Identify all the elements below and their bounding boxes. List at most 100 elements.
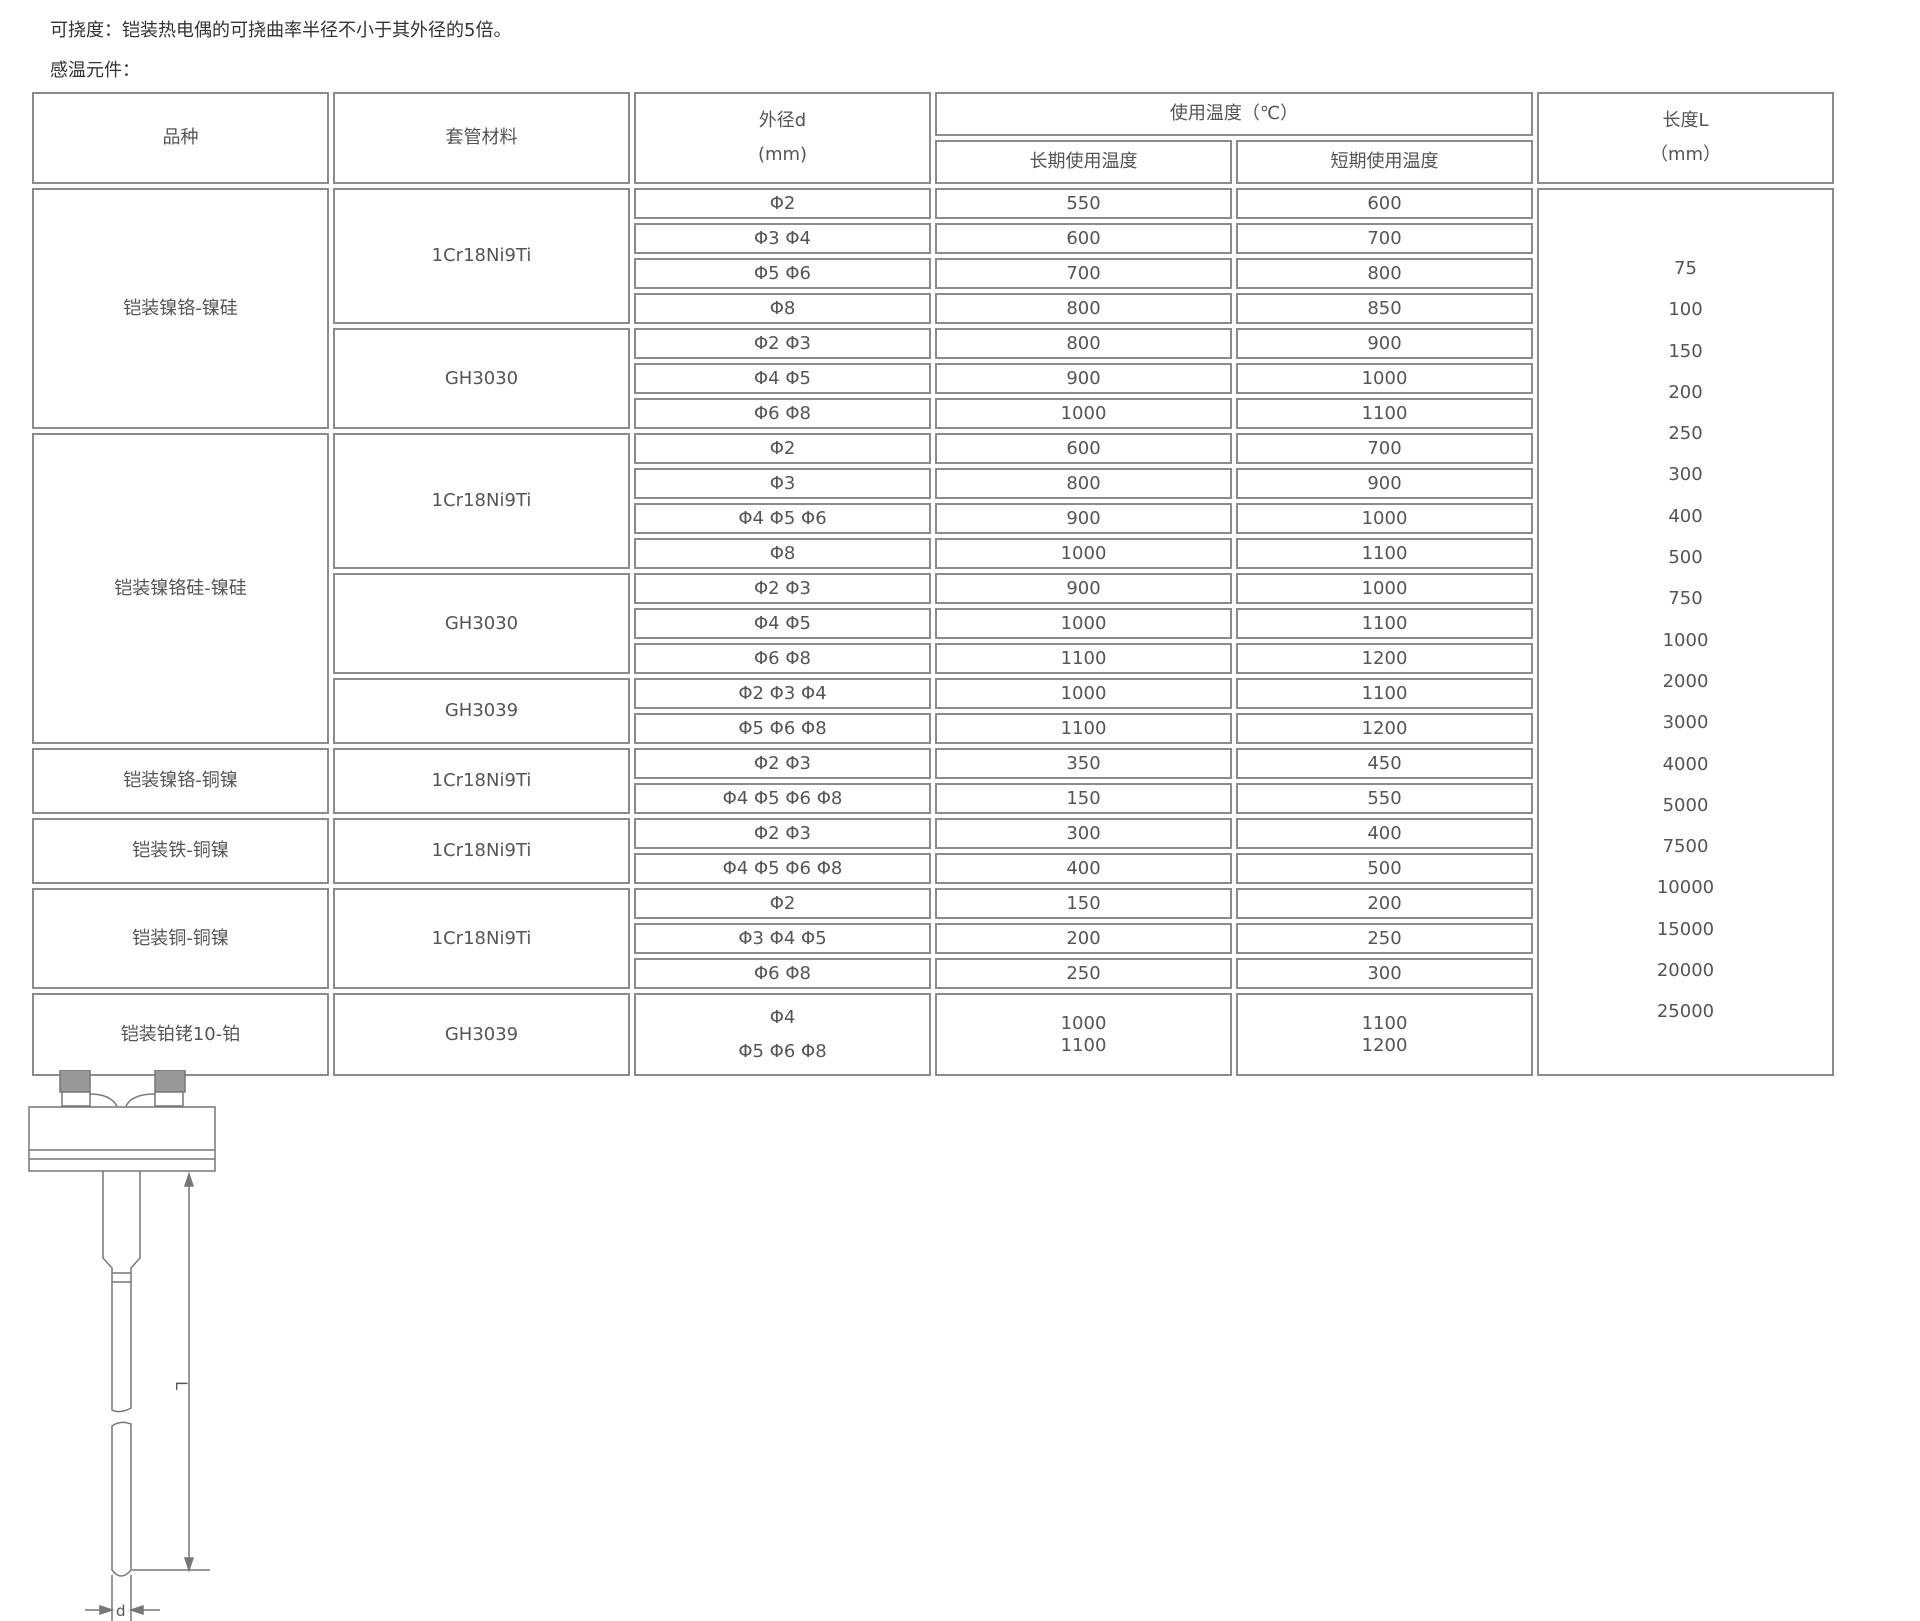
length-option: 3000	[1662, 712, 1709, 734]
short-term-temp-cell: 800	[1236, 258, 1533, 289]
table-body: 铠装镍铬-镍硅 1Cr18Ni9Ti Φ2 550 600 75 100 150 200 250 3…	[32, 188, 1834, 1076]
long-term-temp-cell: 1000	[935, 608, 1232, 639]
short-term-temp-cell: 300	[1236, 958, 1533, 989]
short-term-temp-cell: 550	[1236, 783, 1533, 814]
long-term-temp-cell: 900	[935, 363, 1232, 394]
short-term-temp-cell: 850	[1236, 293, 1533, 324]
long-term-temp-cell-line: 550	[1066, 192, 1101, 214]
diameter-cell-line: Φ4 Φ5 Φ6 Φ8	[722, 787, 843, 809]
diameter-cell-line: Φ5 Φ6 Φ8	[738, 717, 827, 739]
diameter-cell: Φ2 Φ3 Φ4	[634, 678, 931, 709]
long-term-temp-cell: 200	[935, 923, 1232, 954]
diameter-cell: Φ6 Φ8	[634, 958, 931, 989]
length-dimension: L	[132, 1171, 210, 1573]
diameter-cell: Φ2 Φ3	[634, 573, 931, 604]
table-row: GH3039 Φ2 Φ3 Φ4 1000 1100	[32, 678, 1834, 744]
table-row: GH3030 Φ2 Φ3 800 900	[32, 328, 1834, 429]
diameter-cell: Φ6 Φ8	[634, 643, 931, 674]
table-row: Φ5 Φ6 Φ8 1100 1200	[32, 713, 1834, 744]
diameter-cell-line: Φ6 Φ8	[754, 402, 811, 424]
long-term-temp-cell: 800	[935, 328, 1232, 359]
diameter-cell: Φ5 Φ6	[634, 258, 931, 289]
table-row: Φ6 Φ8 1000 1100	[32, 398, 1834, 429]
diameter-cell: Φ5 Φ6 Φ8	[634, 713, 931, 744]
length-option: 10000	[1656, 877, 1715, 899]
diameter-cell-line: Φ6 Φ8	[754, 962, 811, 984]
short-term-temp-cell: 900	[1236, 468, 1533, 499]
short-term-temp-cell-line: 550	[1367, 787, 1402, 809]
diameter-cell: Φ2	[634, 433, 931, 464]
header-temperature: 使用温度（℃）	[935, 92, 1533, 136]
table-row: GH3030 Φ2 Φ3 900 1000	[32, 573, 1834, 674]
diameter-cell-line: Φ8	[769, 542, 796, 564]
diameter-cell: Φ3 Φ4 Φ5	[634, 923, 931, 954]
long-term-temp-cell-line: 1100	[1060, 717, 1107, 739]
long-term-temp-cell-line: 800	[1066, 297, 1101, 319]
diameter-cell: Φ2 Φ3	[634, 748, 931, 779]
short-term-temp-cell-line: 1100	[1361, 542, 1408, 564]
length-options-cell: 75 100 150 200 250 300 400 500 750 1000 2000 3000 40…	[1537, 188, 1834, 1076]
variety-cell: 铠装镍铬-铜镍	[32, 748, 329, 814]
long-term-temp-cell: 600	[935, 433, 1232, 464]
diameter-cell: Φ4 Φ5 Φ6 Φ8	[634, 783, 931, 814]
short-term-temp-cell-line: 1000	[1361, 577, 1408, 599]
table-row: 铠装铜-铜镍 1Cr18Ni9Ti Φ2 150 200	[32, 888, 1834, 989]
table-row: Φ3 800 900	[32, 468, 1834, 499]
short-term-temp-cell-line: 300	[1367, 962, 1402, 984]
long-term-temp-cell-line: 200	[1066, 927, 1101, 949]
length-option: 20000	[1656, 960, 1715, 982]
short-term-temp-cell-line: 700	[1367, 437, 1402, 459]
diameter-cell-line: Φ2 Φ3	[754, 577, 811, 599]
length-option: 200	[1668, 381, 1703, 403]
long-term-temp-cell: 300	[935, 818, 1232, 849]
diameter-cell-line: Φ4 Φ5	[754, 612, 811, 634]
short-term-temp-cell: 1100	[1236, 538, 1533, 569]
table-row: 铠装镍铬硅-镍硅 1Cr18Ni9Ti Φ2 600 700	[32, 433, 1834, 744]
diameter-cell: Φ3 Φ4	[634, 223, 931, 254]
long-term-temp-cell-line: 350	[1066, 752, 1101, 774]
length-option: 15000	[1656, 918, 1715, 940]
long-term-temp-cell-line: 700	[1066, 262, 1101, 284]
short-term-temp-cell-line: 200	[1367, 892, 1402, 914]
long-term-temp-cell: 1100	[935, 713, 1232, 744]
long-term-temp-cell-line: 1000	[1060, 612, 1107, 634]
length-label: L	[172, 1381, 191, 1390]
short-term-temp-cell: 450	[1236, 748, 1533, 779]
header-diameter-unit: (mm)	[757, 144, 808, 165]
long-term-temp-cell: 900	[935, 503, 1232, 534]
diameter-cell: Φ4 Φ5 Φ6 Φ8	[634, 853, 931, 884]
short-term-temp-cell: 1000	[1236, 363, 1533, 394]
header-length-unit: （mm）	[1649, 144, 1722, 165]
short-term-temp-cell-line: 400	[1367, 822, 1402, 844]
length-option: 5000	[1662, 794, 1709, 816]
short-term-temp-cell-line: 1100	[1361, 612, 1408, 634]
diameter-cell-line: Φ2 Φ3	[754, 332, 811, 354]
length-option: 25000	[1656, 1001, 1715, 1023]
header-length: 长度L （mm）	[1537, 92, 1834, 184]
long-term-temp-cell-line: 800	[1066, 472, 1101, 494]
short-term-temp-cell-line: 600	[1367, 192, 1402, 214]
long-term-temp-cell-line: 800	[1066, 332, 1101, 354]
short-term-temp-cell: 700	[1236, 433, 1533, 464]
short-term-temp-cell-line: 1000	[1361, 507, 1408, 529]
long-term-temp-cell-line: 250	[1066, 962, 1101, 984]
length-option: 500	[1668, 547, 1703, 569]
table-row: 铠装铁-铜镍 1Cr18Ni9Ti Φ2 Φ3 300 400	[32, 818, 1834, 884]
table-row: Φ4 Φ5 900 1000	[32, 363, 1834, 394]
short-term-temp-cell: 600	[1236, 188, 1533, 219]
diameter-cell-line: Φ2 Φ3	[754, 752, 811, 774]
sheath-material-cell: 1Cr18Ni9Ti	[333, 748, 630, 814]
short-term-temp-cell-line: 1100	[1361, 1012, 1408, 1034]
diameter-cell-line: Φ2 Φ3 Φ4	[738, 682, 827, 704]
variety-cell: 铠装铁-铜镍	[32, 818, 329, 884]
length-option: 1000	[1662, 629, 1709, 651]
short-term-temp-cell-line: 500	[1367, 857, 1402, 879]
table-row: 铠装镍铬-铜镍 1Cr18Ni9Ti Φ2 Φ3 350 450	[32, 748, 1834, 814]
long-term-temp-cell-line: 150	[1066, 892, 1101, 914]
long-term-temp-cell: 150	[935, 783, 1232, 814]
length-option: 750	[1668, 588, 1703, 610]
diameter-cell: Φ3	[634, 468, 931, 499]
length-option: 75	[1674, 258, 1697, 279]
long-term-temp-cell-line: 1000	[1060, 402, 1107, 424]
length-option: 400	[1668, 505, 1703, 527]
